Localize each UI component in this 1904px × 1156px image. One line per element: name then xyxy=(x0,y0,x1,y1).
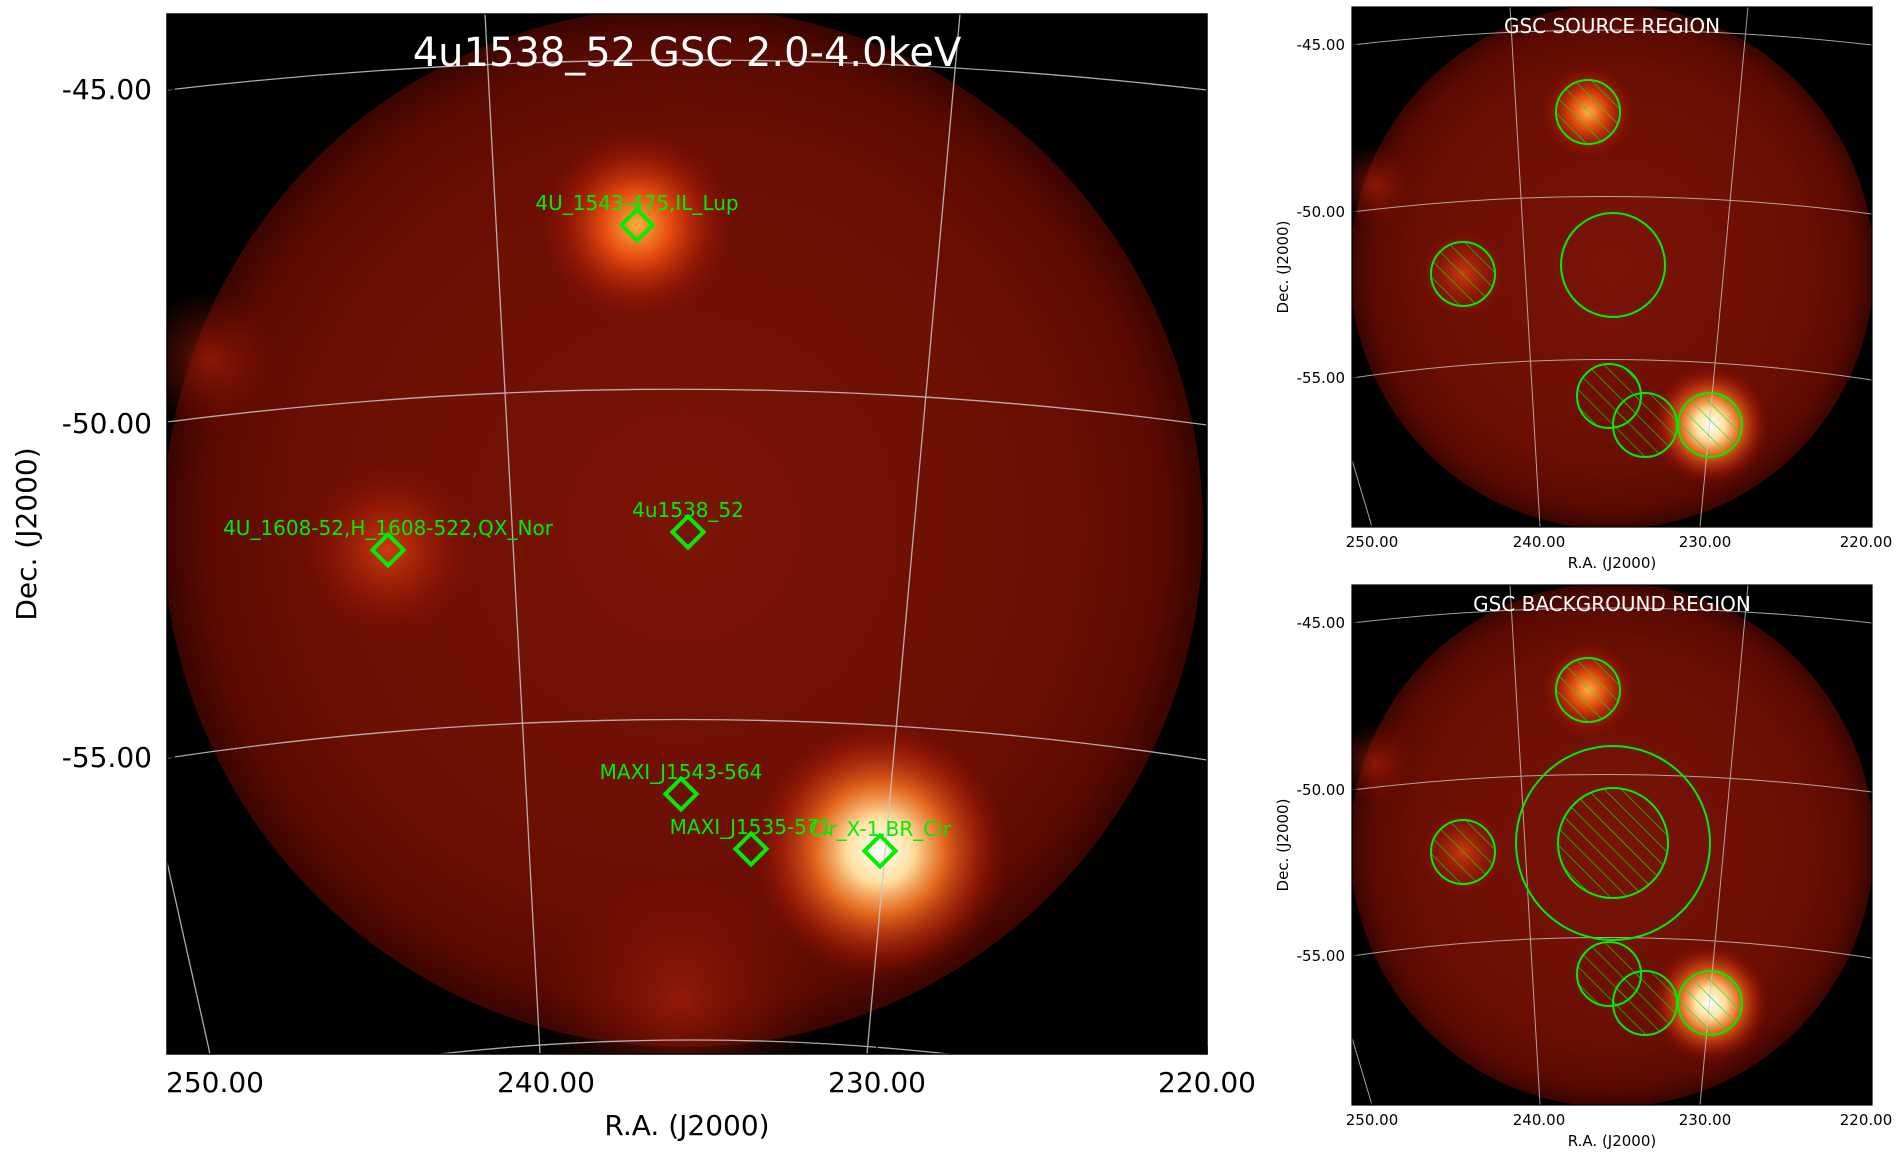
main-blob-4u1608 xyxy=(298,460,478,640)
main-xtick-labels: 250.00 240.00 230.00 220.00 xyxy=(166,1066,1256,1099)
source-label: 4U_1543-475,IL_Lup xyxy=(535,191,738,215)
bkg-ticks xyxy=(1352,622,1873,1105)
src-plot-frame xyxy=(1351,6,1873,528)
main-plot-frame xyxy=(166,13,1208,1055)
background-annulus-outer[interactable] xyxy=(1515,745,1711,941)
main-glow-lower xyxy=(540,860,820,1054)
src-xtick-labels: 250.00 240.00 230.00 220.00 xyxy=(1346,533,1893,551)
src-ylabel: Dec. (J2000) xyxy=(1274,221,1292,314)
source-marker[interactable] xyxy=(732,830,770,868)
main-blob-cirx1 xyxy=(750,720,1010,980)
source-label: MAXI_J1543-564 xyxy=(600,760,763,784)
xtick-label: 220.00 xyxy=(1840,533,1893,551)
bkg-xtick-labels: 250.00 240.00 230.00 220.00 xyxy=(1346,1111,1893,1129)
ytick-label: -50.00 xyxy=(62,407,152,440)
src-regions xyxy=(1430,79,1743,458)
main-ticks xyxy=(167,88,1208,1054)
excluded-inner-circle[interactable] xyxy=(1557,787,1669,899)
main-glow-left xyxy=(167,290,280,430)
main-image xyxy=(167,14,1207,1054)
src-glow-left xyxy=(1352,145,1415,225)
main-title: 4u1538_52 GSC 2.0-4.0keV xyxy=(413,30,962,76)
xtick-label: 230.00 xyxy=(1679,533,1732,551)
source-marker[interactable] xyxy=(669,513,707,551)
src-ytick-labels: -45.00 -50.00 -55.00 xyxy=(1297,36,1345,387)
excluded-region-circle[interactable] xyxy=(1612,970,1678,1036)
main-source-markers xyxy=(369,206,899,870)
src-xlabel: R.A. (J2000) xyxy=(1568,554,1657,572)
source-region-circle[interactable] xyxy=(1560,212,1666,318)
main-blob-4u1543 xyxy=(537,125,737,325)
source-marker[interactable] xyxy=(618,206,656,244)
source-marker[interactable] xyxy=(662,775,700,813)
background-region-panel: GSC BACKGROUND REGION 250.00 240.00 230.… xyxy=(1274,584,1893,1150)
source-marker[interactable] xyxy=(861,832,899,870)
xtick-label: 250.00 xyxy=(166,1066,264,1099)
src-grid xyxy=(1352,7,1872,527)
src-title: GSC SOURCE REGION xyxy=(1504,14,1720,38)
ytick-label: -55.00 xyxy=(62,741,152,774)
src-ticks xyxy=(1352,44,1873,527)
xtick-label: 220.00 xyxy=(1158,1066,1256,1099)
source-region-panel: GSC SOURCE REGION 250.00 240.00 230.00 2… xyxy=(1274,6,1893,572)
excluded-region-circle[interactable] xyxy=(1555,657,1621,723)
source-label: MAXI_J1535-571 xyxy=(670,815,833,839)
bkg-ylabel: Dec. (J2000) xyxy=(1274,799,1292,892)
xtick-label: 220.00 xyxy=(1840,1111,1893,1129)
main-xlabel: R.A. (J2000) xyxy=(604,1109,769,1142)
xtick-label: 250.00 xyxy=(1346,533,1399,551)
excluded-region-circle[interactable] xyxy=(1677,970,1743,1036)
xtick-label: 230.00 xyxy=(828,1066,926,1099)
xtick-label: 240.00 xyxy=(1513,1111,1566,1129)
excluded-region-circle[interactable] xyxy=(1430,819,1496,885)
bkg-regions xyxy=(1430,657,1743,1036)
excluded-region-circle[interactable] xyxy=(1430,241,1496,307)
excluded-region-circle[interactable] xyxy=(1555,79,1621,145)
xtick-label: 240.00 xyxy=(1513,533,1566,551)
bkg-plot-frame xyxy=(1351,584,1873,1106)
bkg-title: GSC BACKGROUND REGION xyxy=(1473,592,1751,616)
ytick-label: -55.00 xyxy=(1297,947,1345,965)
ytick-label: -50.00 xyxy=(1297,203,1345,221)
source-marker[interactable] xyxy=(369,531,407,569)
bkg-ytick-labels: -45.00 -50.00 -55.00 xyxy=(1297,614,1345,965)
bkg-xlabel: R.A. (J2000) xyxy=(1568,1132,1657,1150)
source-label: 4U_1608-52,H_1608-522,QX_Nor xyxy=(223,516,554,540)
main-ylabel: Dec. (J2000) xyxy=(10,447,43,620)
source-label: 4u1538_52 xyxy=(632,498,744,522)
ytick-label: -50.00 xyxy=(1297,781,1345,799)
main-grid xyxy=(167,14,1207,1054)
xtick-label: 240.00 xyxy=(497,1066,595,1099)
main-ytick-labels: -45.00 -50.00 -55.00 xyxy=(62,73,152,774)
ytick-label: -45.00 xyxy=(62,73,152,106)
main-source-labels: 4U_1543-475,IL_Lup 4U_1608-52,H_1608-522… xyxy=(223,191,952,841)
xtick-label: 230.00 xyxy=(1679,1111,1732,1129)
xtick-label: 250.00 xyxy=(1346,1111,1399,1129)
excluded-region-circle[interactable] xyxy=(1677,392,1743,458)
excluded-region-circle[interactable] xyxy=(1612,392,1678,458)
ytick-label: -45.00 xyxy=(1297,614,1345,632)
bkg-glow-left xyxy=(1352,723,1415,803)
ytick-label: -55.00 xyxy=(1297,369,1345,387)
ytick-label: -45.00 xyxy=(1297,36,1345,54)
main-panel: 4u1538_52 GSC 2.0-4.0keV 4U_1543-475,IL_… xyxy=(10,13,1256,1142)
source-label: Cir_X-1,BR_Cir xyxy=(809,817,952,841)
